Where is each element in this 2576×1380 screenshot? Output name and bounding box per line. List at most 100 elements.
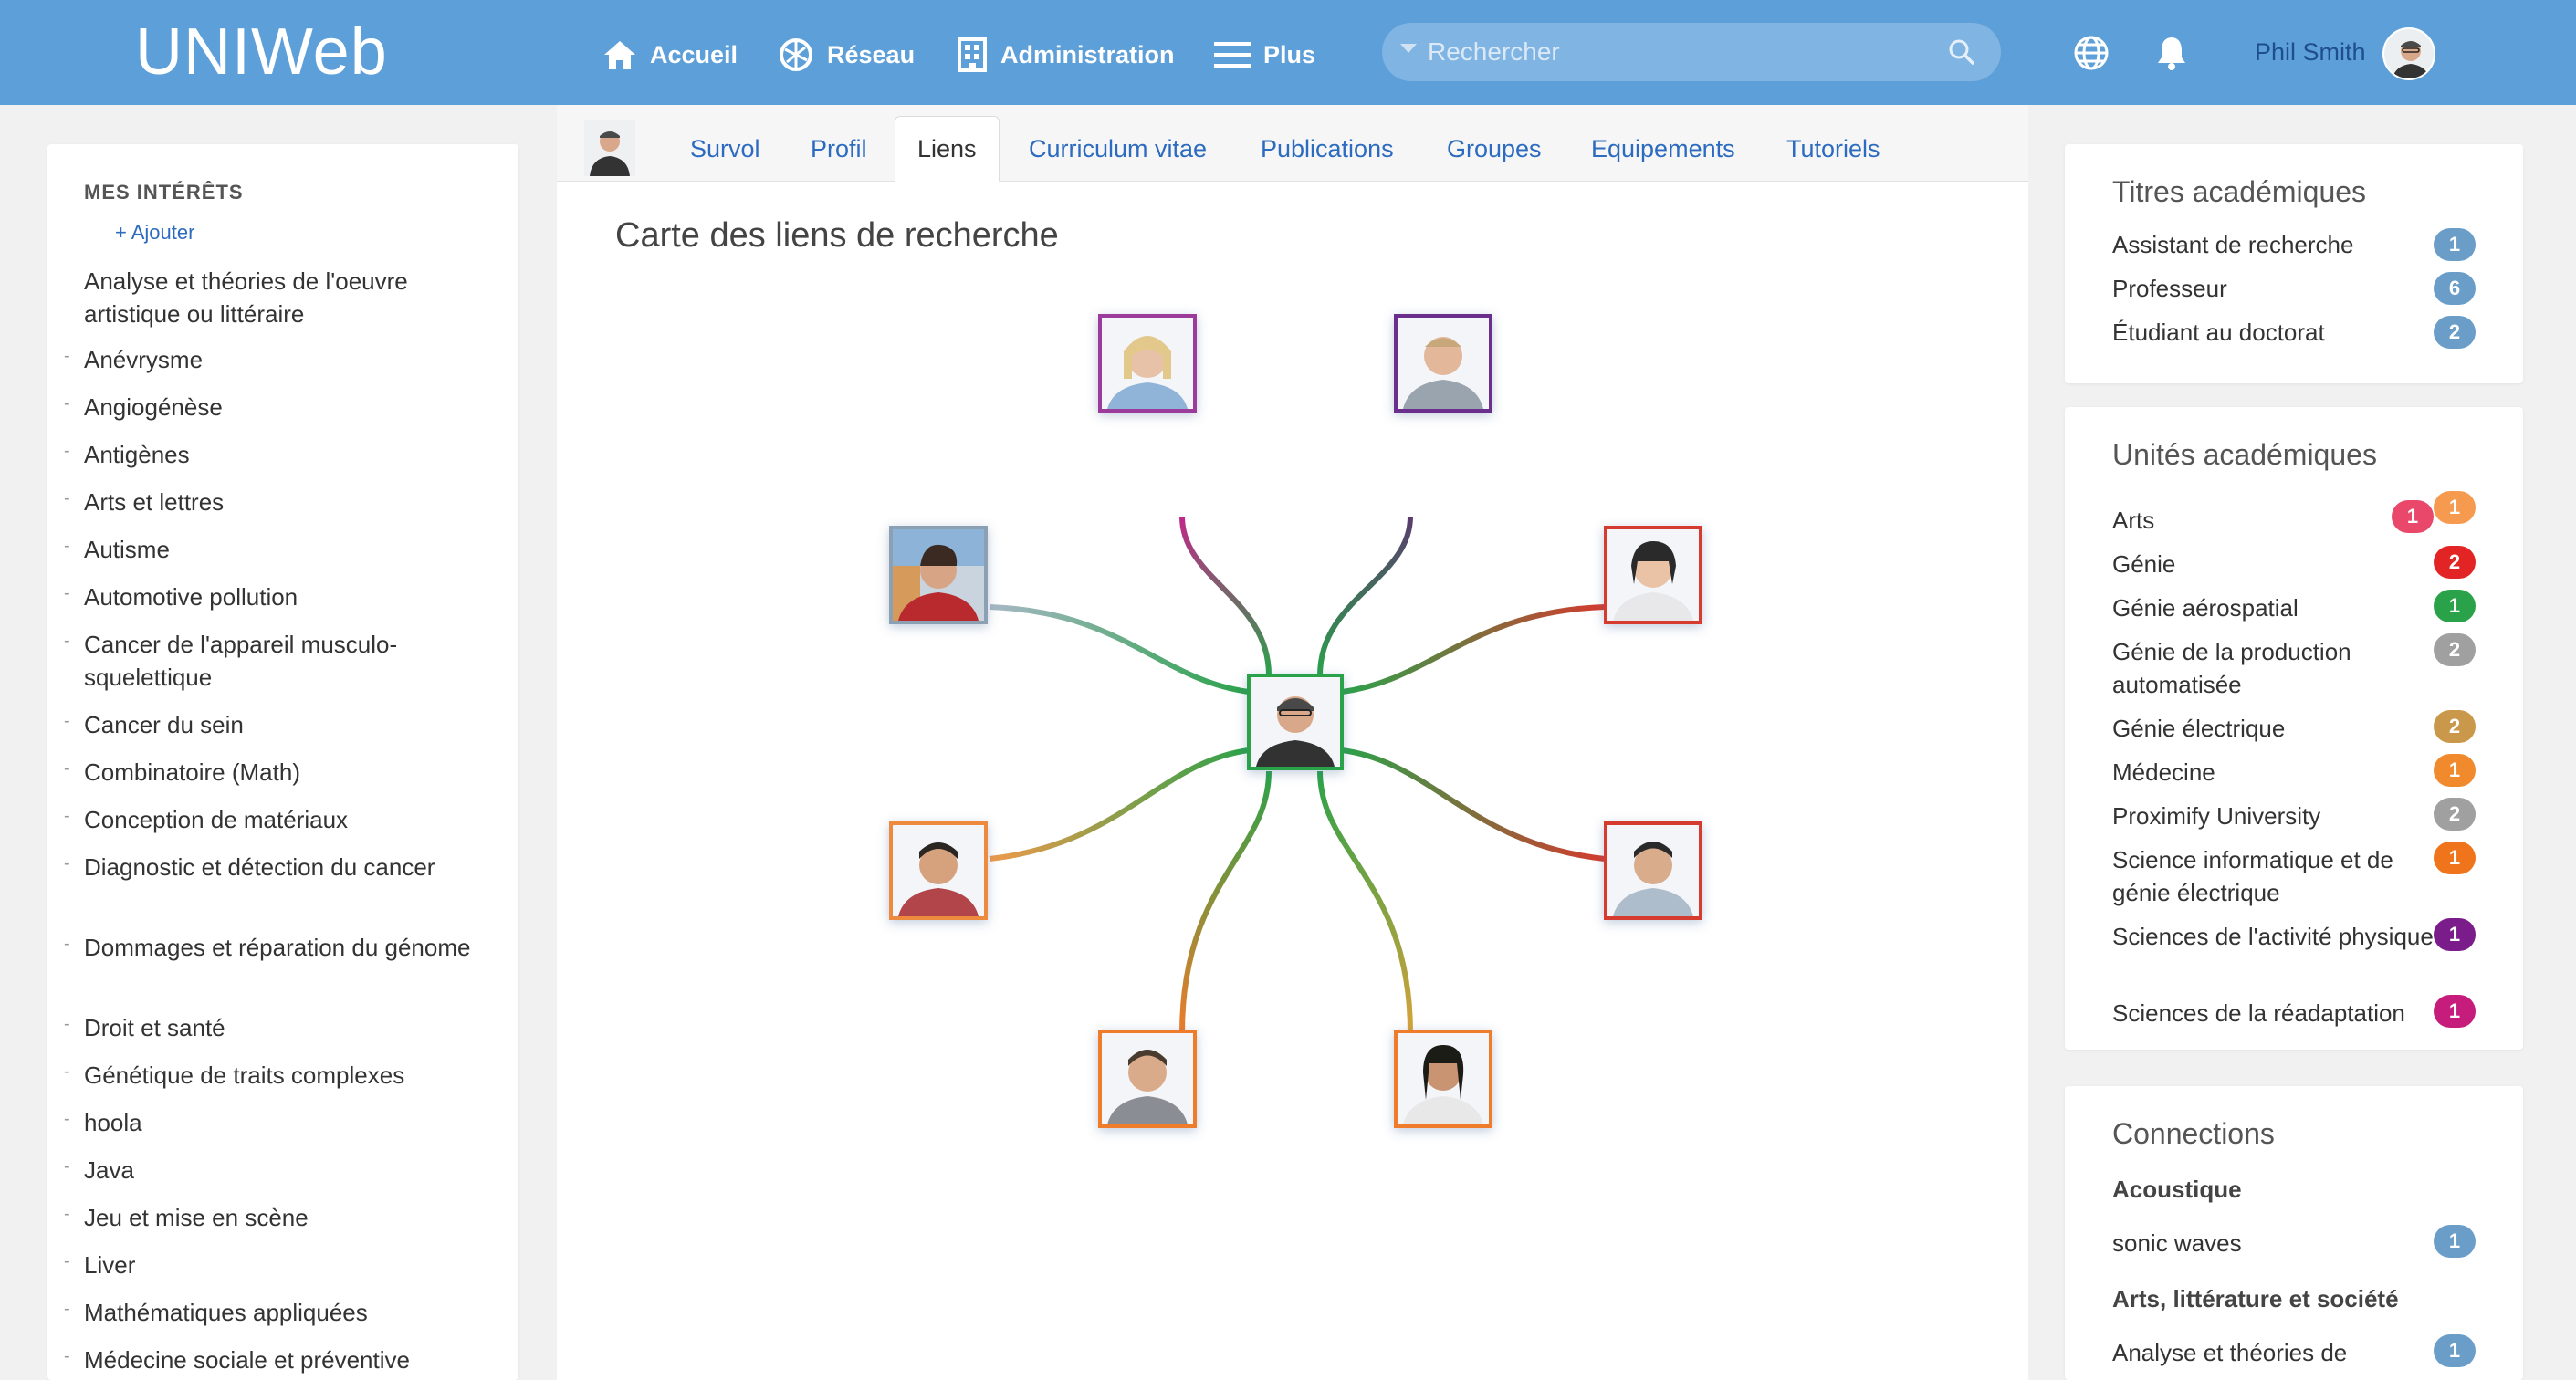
nav-more-label: Plus (1263, 40, 1316, 68)
titres-card: Titres académiques Assistant de recherch… (2065, 144, 2523, 383)
tab-profil[interactable]: Profil (811, 134, 867, 162)
collaborator-node[interactable] (1604, 821, 1702, 920)
count-badge: 1 (2434, 1334, 2476, 1367)
link-edge (989, 748, 1250, 862)
collaborator-node[interactable] (1394, 1030, 1492, 1128)
interest-item[interactable]: - Mathématiques appliquées (64, 1299, 368, 1326)
hamburger-icon (1214, 42, 1251, 68)
interest-item[interactable]: - Cancer du sein (64, 711, 244, 738)
count-badge: 1 (2434, 918, 2476, 951)
network-icon (780, 38, 812, 71)
collaborator-node[interactable] (1394, 314, 1492, 413)
collaborator-node[interactable] (1098, 1030, 1197, 1128)
connection-group-label: Acoustique (2112, 1176, 2242, 1203)
home-icon (604, 41, 635, 69)
unite-row[interactable]: Proximify University (2112, 802, 2321, 830)
profile-tabs: Survol Profil Liens Curriculum vitae Pub… (557, 105, 2028, 182)
center-person-node[interactable] (1247, 674, 1344, 770)
unite-row[interactable]: Génie (2112, 550, 2176, 578)
connection-row[interactable]: sonic waves (2112, 1229, 2242, 1257)
unite-row[interactable]: Génie aérospatial (2112, 594, 2299, 622)
nav-network[interactable]: Réseau (778, 33, 915, 77)
interest-item[interactable]: - Génétique de traits complexes (64, 1061, 405, 1089)
interest-item[interactable]: - Dommages et réparation du génome (64, 934, 471, 961)
tab-equipements[interactable]: Equipements (1591, 134, 1735, 162)
collaborator-node[interactable] (889, 526, 988, 624)
count-badge: 1 (2434, 995, 2476, 1028)
interest-item[interactable]: - Autisme (64, 536, 170, 563)
interest-item[interactable]: - Cancer de l'appareil musculo-squelettiq… (64, 631, 398, 691)
interest-item[interactable]: - hoola (64, 1109, 142, 1136)
unite-row[interactable]: Génie électrique (2112, 715, 2286, 742)
user-avatar[interactable] (2382, 27, 2435, 80)
tab-curriculum-vitae[interactable]: Curriculum vitae (1029, 134, 1208, 162)
count-badge: 1 (2392, 500, 2434, 533)
count-badge: 2 (2434, 633, 2476, 666)
interest-item[interactable]: - Automotive pollution (64, 583, 298, 611)
count-badge: 1 (2434, 590, 2476, 622)
count-badge: 1 (2434, 491, 2476, 524)
building-icon (958, 37, 987, 72)
count-badge: 1 (2434, 754, 2476, 787)
app-logo[interactable]: UNIWeb (135, 16, 388, 89)
search-icon[interactable] (1948, 38, 1975, 66)
tab-survol[interactable]: Survol (690, 134, 760, 162)
unite-row[interactable]: Génie de la production automatisée (2112, 638, 2351, 698)
search-input[interactable]: Rechercher (1428, 37, 1560, 66)
interest-item[interactable]: - Conception de matériaux (64, 806, 349, 833)
titre-row[interactable]: Étudiant au doctorat (2112, 319, 2325, 346)
search-bar[interactable]: Rechercher (1382, 23, 2001, 81)
interest-item[interactable]: - Java (64, 1156, 134, 1184)
unite-row[interactable]: Science informatique et de génie électri… (2112, 846, 2393, 906)
interest-item[interactable]: - Arts et lettres (64, 488, 225, 516)
nav-more[interactable]: Plus (1214, 33, 1315, 77)
titre-row[interactable]: Professeur (2112, 275, 2227, 302)
unite-row[interactable]: Arts (2112, 507, 2155, 534)
link-edge (1317, 516, 1413, 676)
unite-row[interactable]: Sciences de l'activité physique (2112, 923, 2434, 950)
globe-icon[interactable] (2073, 35, 2110, 71)
nav-home-label: Accueil (650, 40, 738, 68)
interest-item[interactable]: - Liver (64, 1251, 136, 1279)
profile-thumbnail[interactable] (584, 120, 635, 176)
link-edge (1179, 516, 1272, 676)
interest-item[interactable]: - Anévrysme (64, 346, 204, 373)
research-link-map (889, 314, 1702, 1128)
nav-administration[interactable]: Administration (957, 33, 1175, 77)
nav-home[interactable]: Accueil (602, 33, 738, 77)
interest-item[interactable]: - Angiogénèse (64, 393, 223, 421)
count-badge: 1 (2434, 842, 2476, 874)
unite-row[interactable]: Sciences de la réadaptation (2112, 999, 2405, 1027)
count-badge: 2 (2434, 710, 2476, 743)
collaborator-node[interactable] (1098, 314, 1197, 413)
tab-groupes[interactable]: Groupes (1447, 134, 1542, 162)
search-scope-caret-icon[interactable] (1400, 44, 1417, 53)
interest-item[interactable]: - Droit et santé (64, 1014, 225, 1041)
interest-item[interactable]: - Diagnostic et détection du cancer (64, 853, 435, 881)
tab-publications[interactable]: Publications (1261, 134, 1394, 162)
connection-row[interactable]: Analyse et théories de (2112, 1339, 2348, 1366)
user-name[interactable]: Phil Smith (2255, 38, 2366, 66)
link-edge (1341, 748, 1606, 862)
unite-row[interactable]: Médecine (2112, 758, 2215, 786)
link-edge (989, 604, 1250, 695)
add-interest-link[interactable]: + Ajouter (115, 221, 195, 244)
interest-item[interactable]: - Médecine sociale et préventive (64, 1346, 410, 1374)
bell-icon[interactable] (2154, 35, 2189, 71)
tab-tutoriels[interactable]: Tutoriels (1786, 134, 1880, 162)
interest-item[interactable]: - Antigènes (64, 441, 190, 468)
link-edge (1341, 604, 1606, 695)
titre-row[interactable]: Assistant de recherche (2112, 231, 2354, 258)
count-badge: 6 (2434, 272, 2476, 305)
profile-thumbnail-image (584, 120, 635, 176)
interest-item[interactable]: - Combinatoire (Math) (64, 758, 300, 786)
interest-item[interactable]: - Jeu et mise en scène (64, 1204, 309, 1231)
unites-card: Unités académiques Arts 1 1 Génie 2 Géni… (2065, 407, 2523, 1050)
tab-liens[interactable]: Liens (895, 116, 1000, 182)
collaborator-node[interactable] (1604, 526, 1702, 624)
count-badge: 2 (2434, 546, 2476, 579)
interest-item[interactable]: Analyse et théories de l'oeuvre artistiq… (84, 267, 408, 328)
main-content: Survol Profil Liens Curriculum vitae Pub… (557, 105, 2028, 1380)
collaborator-node[interactable] (889, 821, 988, 920)
count-badge: 2 (2434, 316, 2476, 349)
